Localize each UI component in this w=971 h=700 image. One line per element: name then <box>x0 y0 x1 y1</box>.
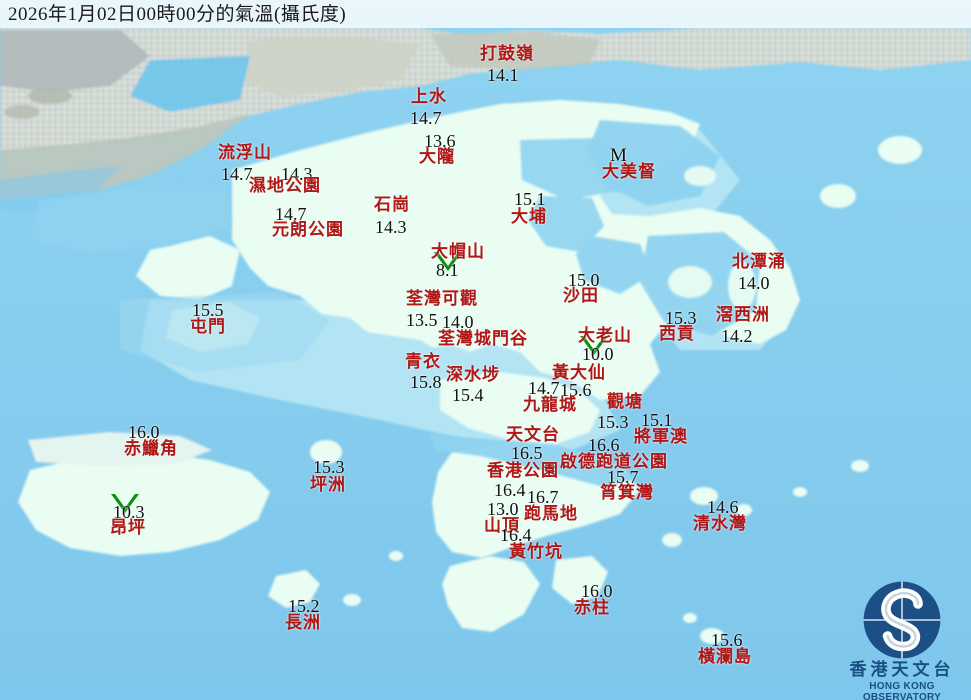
station-label: 香港公園 <box>487 461 559 480</box>
station-value: 13.0 <box>487 499 519 519</box>
station-label: 北潭涌 <box>732 252 786 271</box>
station-value: M <box>610 145 627 166</box>
station-value: 16.6 <box>588 435 620 455</box>
station-label: 筲箕灣 <box>600 483 654 502</box>
hko-name-en: HONG KONG OBSERVATORY <box>862 680 942 700</box>
map-title-bar: 2026年1月02日00時00分的氣溫(攝氏度) <box>0 0 971 28</box>
station-label: 黃竹坑 <box>509 542 563 561</box>
station-label: 啟德跑道公園 <box>560 452 668 471</box>
station-value: 14.1 <box>487 65 519 85</box>
station-value: 14.3 <box>281 164 313 184</box>
station-label: 赤柱 <box>574 598 610 617</box>
station-value: 14.6 <box>707 497 739 517</box>
station-label: 大帽山 <box>431 242 485 261</box>
station-value: 14.7 <box>410 108 442 128</box>
station-value: 15.4 <box>452 385 484 405</box>
station-value: 16.0 <box>128 422 160 442</box>
station-marker-triangle-icon <box>111 494 139 513</box>
station-value: 16.5 <box>511 443 543 463</box>
station-label: 大埔 <box>511 207 547 226</box>
station-label: 大老山 <box>578 326 632 345</box>
station-label: 山頂 <box>484 516 520 535</box>
station-value: 14.3 <box>375 217 407 237</box>
station-label: 元朗公園 <box>272 220 344 239</box>
station-label: 屯門 <box>190 317 226 336</box>
station-marker-triangle-icon <box>580 336 608 355</box>
station-value: 16.0 <box>581 581 613 601</box>
page-title: 2026年1月02日00時00分的氣溫(攝氏度) <box>8 3 347 25</box>
station-label: 九龍城 <box>523 395 577 414</box>
station-value: 15.1 <box>641 410 673 430</box>
station-value: 16.4 <box>500 525 532 545</box>
station-label: 沙田 <box>563 286 599 305</box>
station-value: 16.4 <box>494 480 526 500</box>
station-marker-triangle-icon <box>434 252 462 271</box>
station-value: 14.0 <box>738 273 770 293</box>
station-value: 16.7 <box>527 487 559 507</box>
station-value: 15.5 <box>192 300 224 320</box>
station-label: 石崗 <box>374 195 410 214</box>
station-value: 15.7 <box>607 467 639 487</box>
station-label: 荃灣可觀 <box>406 289 478 308</box>
station-label: 青衣 <box>405 352 441 371</box>
station-value: 8.1 <box>436 260 459 280</box>
station-label: 流浮山 <box>218 143 272 162</box>
station-value: 15.3 <box>665 308 697 328</box>
station-value: 13.6 <box>424 131 456 151</box>
station-label: 打鼓嶺 <box>480 44 534 63</box>
station-label: 深水埗 <box>446 365 500 384</box>
station-value: 15.0 <box>568 270 600 290</box>
station-label: 荃灣城門谷 <box>438 329 528 348</box>
station-label: 黃大仙 <box>552 363 606 382</box>
station-value: 14.2 <box>721 326 753 346</box>
station-value: 15.6 <box>560 380 592 400</box>
station-value: 15.6 <box>711 630 743 650</box>
station-value: 15.2 <box>288 596 320 616</box>
station-value: 15.8 <box>410 372 442 392</box>
station-value: 15.1 <box>514 189 546 209</box>
hko-emblem-icon <box>863 581 941 659</box>
station-label: 長洲 <box>285 613 321 632</box>
hko-logo: 香港天文台 HONG KONG OBSERVATORY <box>839 580 965 700</box>
station-label: 赤鱲角 <box>124 439 178 458</box>
station-label: 清水灣 <box>693 514 747 533</box>
station-value: 14.7 <box>275 204 307 224</box>
station-value: 14.0 <box>442 312 474 332</box>
station-label: 觀塘 <box>607 392 643 411</box>
station-label: 西貢 <box>659 324 695 343</box>
station-label: 滘西洲 <box>716 305 770 324</box>
station-value: 10.3 <box>113 502 145 522</box>
station-value: 15.3 <box>597 412 629 432</box>
station-label: 濕地公園 <box>249 176 321 195</box>
station-value: 13.5 <box>406 310 438 330</box>
station-label: 跑馬地 <box>524 504 578 523</box>
station-value: 15.3 <box>313 457 345 477</box>
station-label: 天文台 <box>506 425 560 444</box>
station-label: 昂坪 <box>110 518 146 537</box>
station-label: 大隴 <box>419 147 455 166</box>
station-value: 14.7 <box>528 378 560 398</box>
station-label: 大美督 <box>602 162 656 181</box>
hko-name-cn: 香港天文台 <box>849 660 955 679</box>
station-label: 坪洲 <box>310 475 346 494</box>
station-value: 10.0 <box>582 344 614 364</box>
station-label: 橫瀾島 <box>698 647 752 666</box>
station-value: 14.7 <box>221 164 253 184</box>
station-label: 將軍澳 <box>634 427 688 446</box>
station-label: 上水 <box>411 87 447 106</box>
